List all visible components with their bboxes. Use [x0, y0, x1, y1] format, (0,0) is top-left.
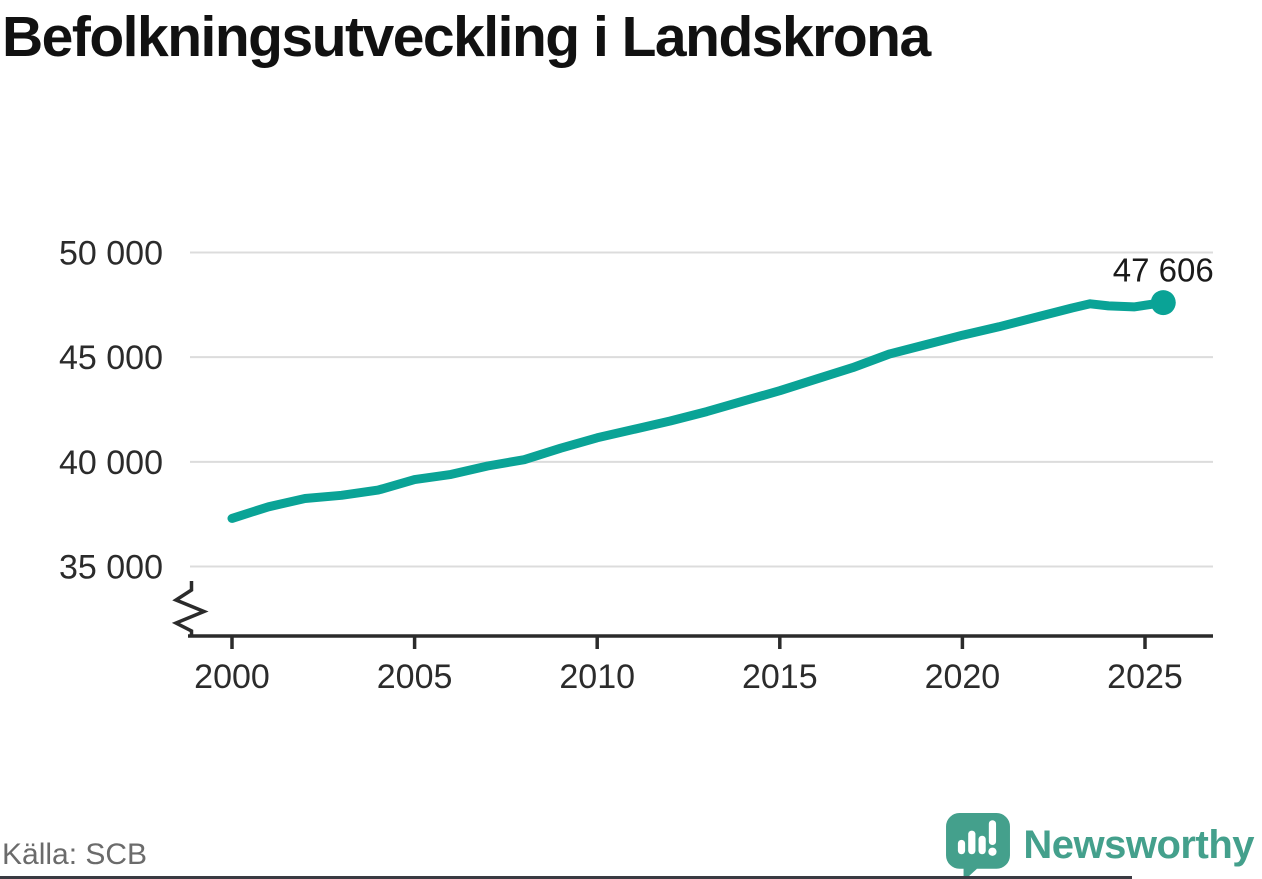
newsworthy-branding: Newsworthy	[945, 812, 1254, 878]
x-tick-label: 2025	[1107, 658, 1183, 696]
x-tick-label: 2010	[559, 658, 635, 696]
page-title: Befolkningsutveckling i Landskrona	[2, 5, 931, 69]
logo-exclamation-bar	[989, 820, 997, 845]
source-note: Källa: SCB	[2, 838, 148, 871]
end-point-marker	[1150, 290, 1176, 316]
end-value-label: 47 606	[1113, 252, 1214, 289]
speech-bubble-shape	[946, 813, 1011, 878]
x-tick-label: 2020	[925, 658, 1001, 696]
x-tick-label: 2000	[194, 658, 270, 696]
population-line-layer	[227, 290, 1176, 523]
window-bottom-edge	[0, 876, 1132, 879]
population-chart: 35 000 40 000 45 000 50 000 2000 2005 2010 2015…	[59, 235, 1214, 697]
logo-chart-bars	[958, 820, 997, 856]
brand-name: Newsworthy	[1023, 822, 1254, 867]
population-line	[227, 298, 1168, 523]
y-tick-label: 35 000	[59, 549, 163, 587]
y-tick-label: 50 000	[59, 235, 163, 273]
tick-labels: 35 000 40 000 45 000 50 000 2000 2005 2010 2015…	[59, 235, 1214, 697]
y-tick-label: 45 000	[59, 339, 163, 377]
y-axis-break-squiggle	[171, 581, 209, 638]
x-tick-label: 2005	[377, 658, 453, 696]
axes	[171, 581, 1213, 649]
y-tick-label: 40 000	[59, 444, 163, 482]
newsworthy-logo-icon	[946, 813, 1011, 878]
gridlines	[190, 251, 1213, 568]
logo-exclamation-dot	[988, 847, 997, 856]
x-tick-label: 2015	[742, 658, 818, 696]
